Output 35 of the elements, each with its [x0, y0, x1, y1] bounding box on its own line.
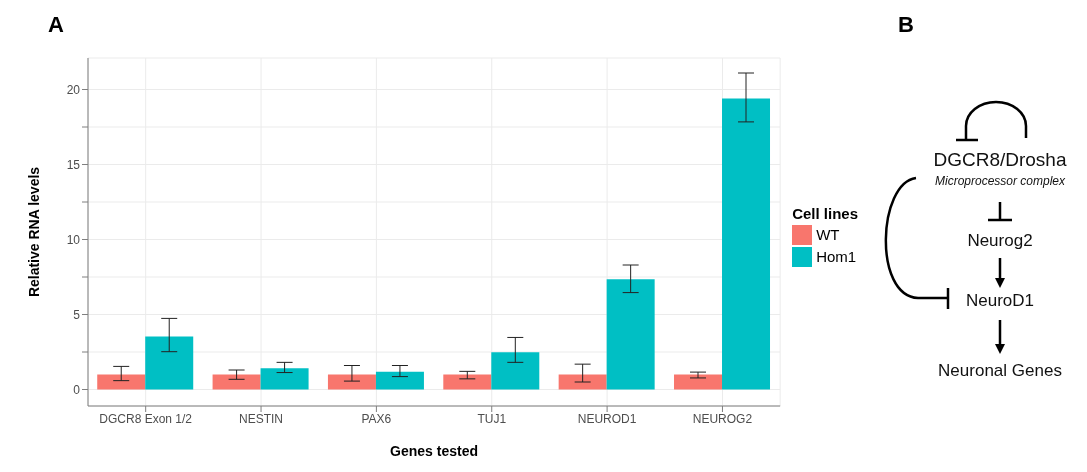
bar [491, 352, 540, 390]
x-tick-label: NEUROG2 [692, 411, 753, 426]
text: Neurog2 [967, 231, 1033, 250]
legend-title: Cell lines [792, 204, 858, 222]
legend-label: Hom1 [815, 247, 858, 267]
bar [674, 374, 723, 390]
bar [606, 279, 655, 390]
bar [722, 98, 771, 390]
text: NeuroD1 [965, 291, 1035, 310]
bar [443, 374, 492, 390]
bar [375, 371, 424, 390]
text: Microprocessor complex [934, 174, 1067, 188]
y-axis-title: Relative RNA levels [25, 166, 42, 298]
text: Neuronal Genes [938, 361, 1062, 380]
y-tick-label: 20 [66, 82, 81, 97]
bar [558, 374, 607, 390]
y-tick-label: 5 [73, 307, 81, 322]
legend-label: WT [815, 225, 841, 245]
x-tick-label: TUJ1 [477, 411, 507, 426]
y-tick-label: 15 [66, 157, 81, 172]
x-axis-title: Genes tested [390, 443, 479, 459]
text: DGCR8/Drosha [933, 149, 1067, 170]
chart-title: A [48, 12, 64, 38]
y-tick-label: 0 [73, 382, 81, 397]
bar [212, 374, 261, 390]
y-tick-label: 10 [66, 232, 81, 247]
bar [260, 368, 309, 390]
bar [327, 374, 376, 390]
bar [145, 336, 194, 390]
x-tick-label: PAX6 [361, 411, 392, 426]
x-tick-label: NESTIN [239, 411, 284, 426]
bar [97, 374, 146, 390]
x-tick-label: NEUROD1 [577, 411, 637, 426]
text: B [898, 12, 914, 38]
x-tick-label: DGCR8 Exon 1/2 [99, 411, 193, 426]
